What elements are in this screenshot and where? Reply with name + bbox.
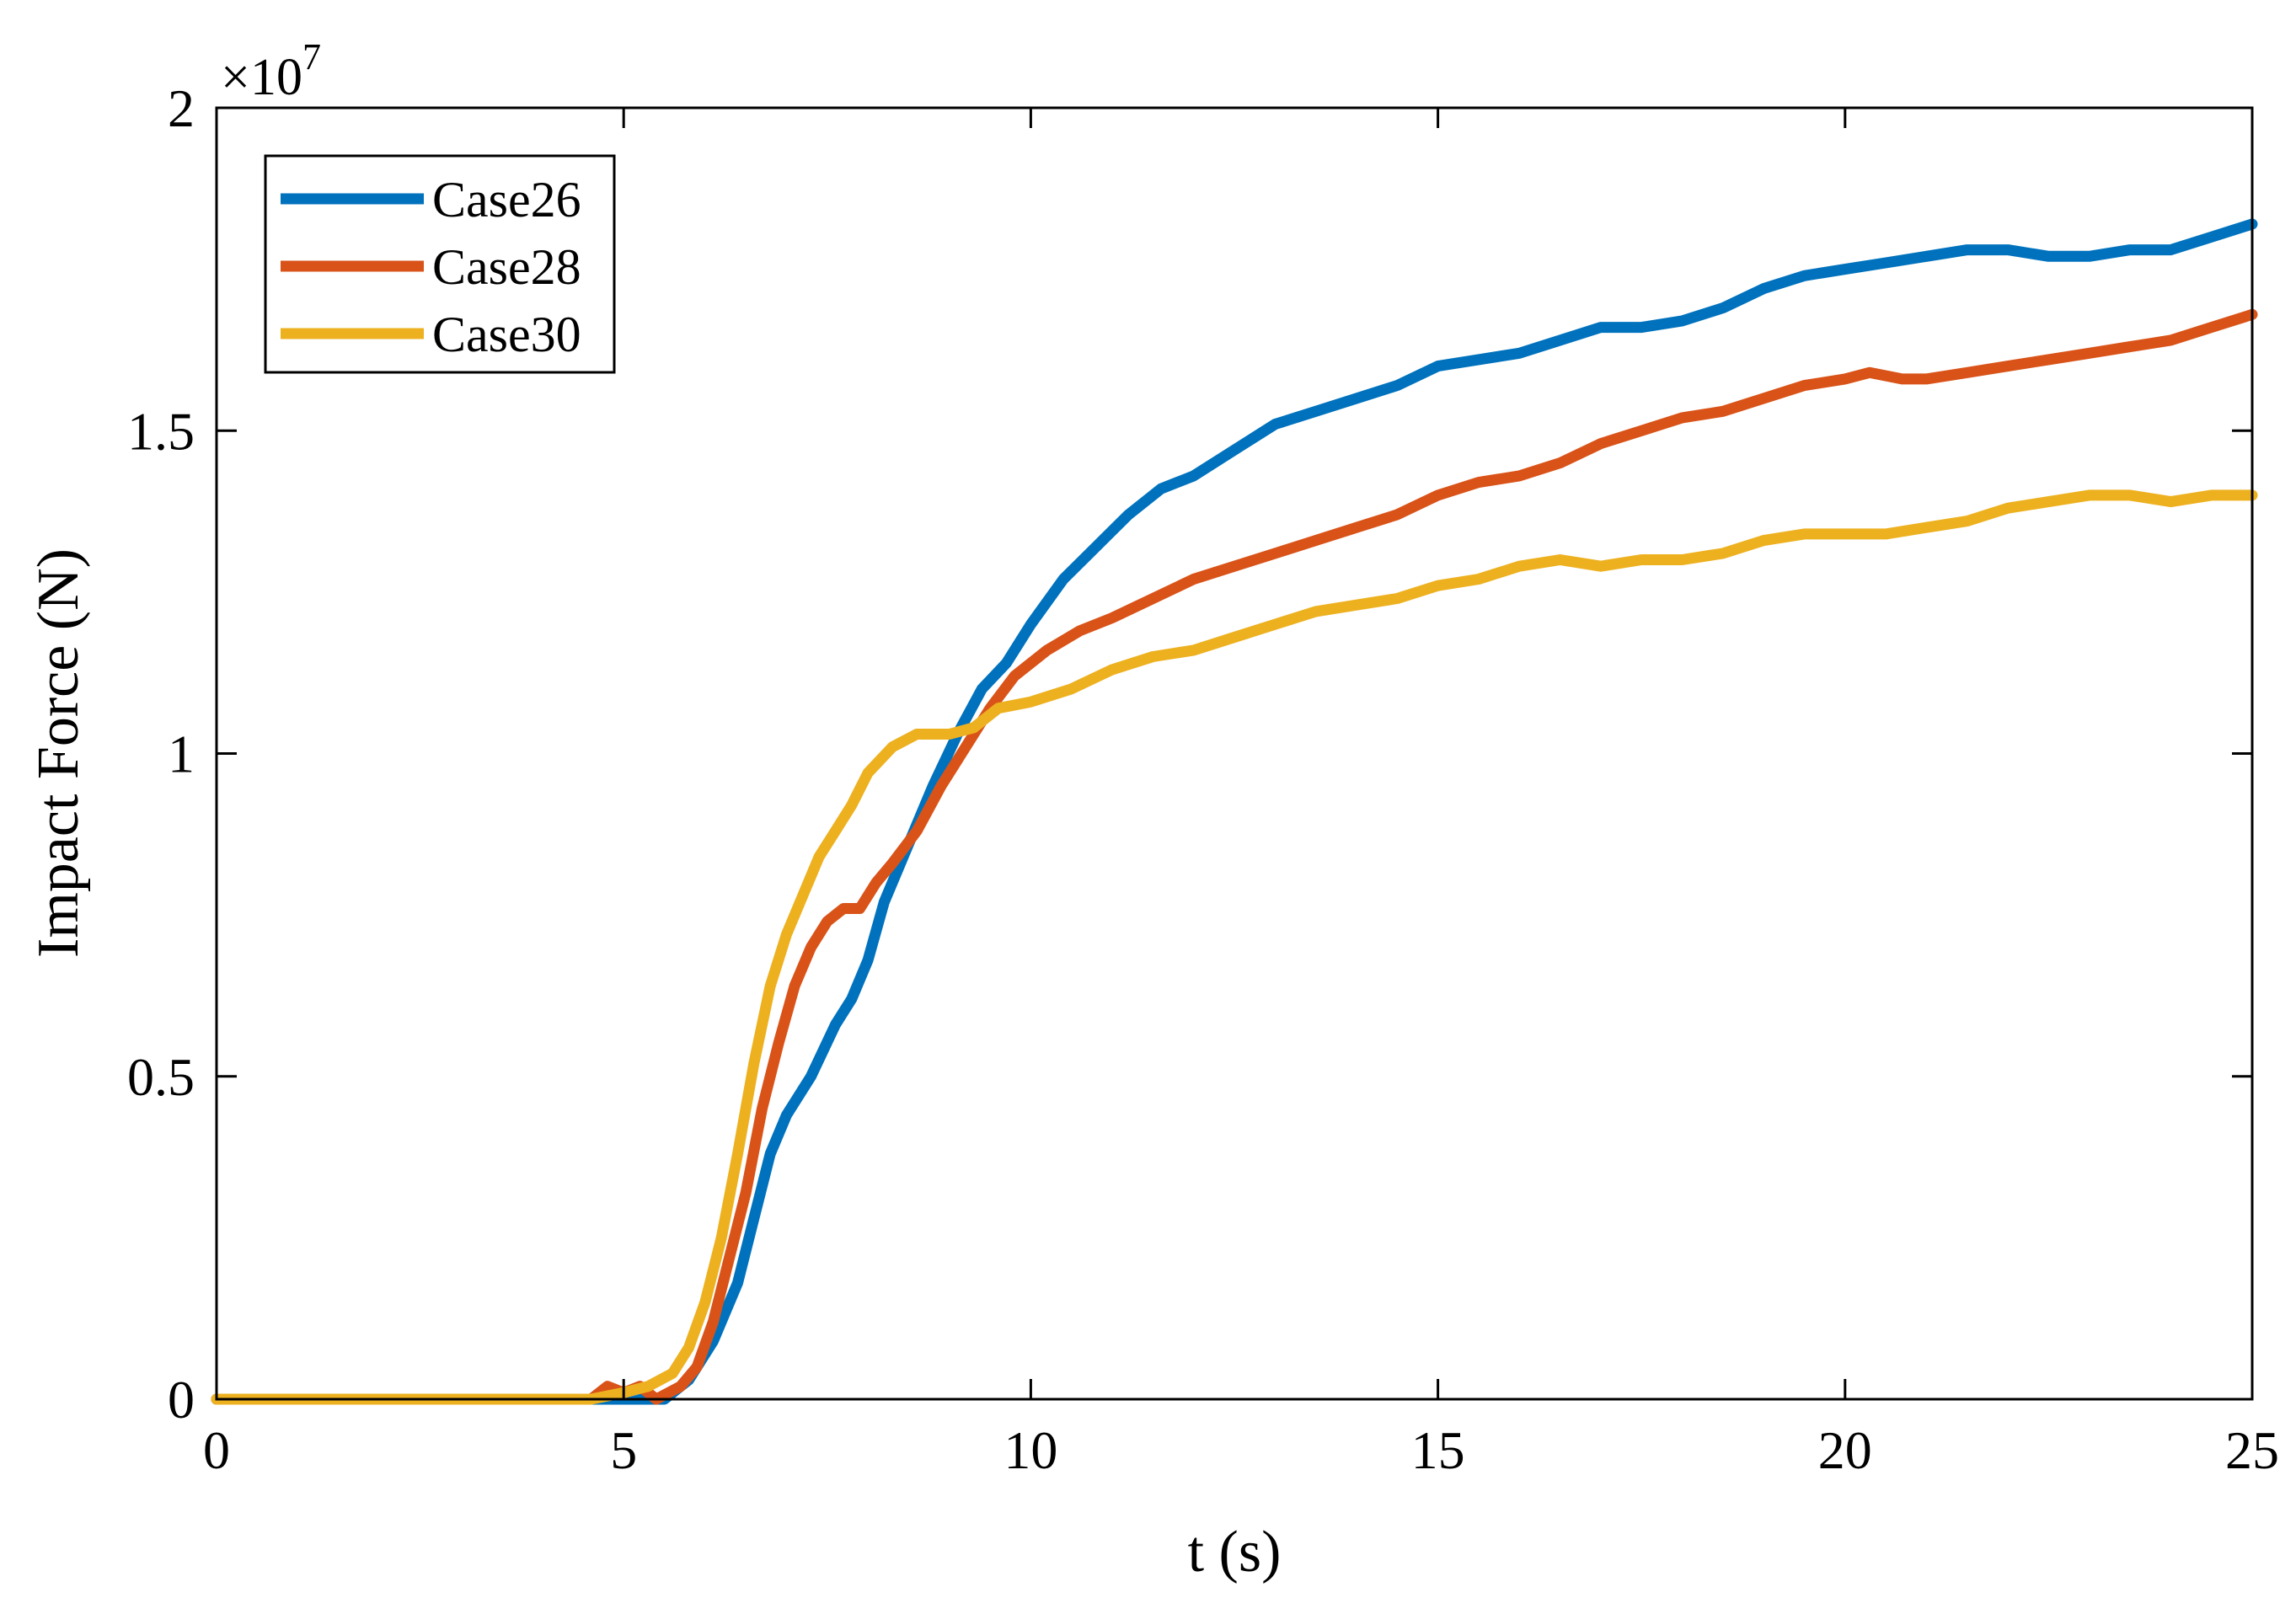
- x-tick-label: 0: [203, 1420, 230, 1480]
- legend: Case26 Case28 Case30: [264, 154, 616, 374]
- legend-label-case26: Case26: [432, 172, 581, 227]
- y-tick-label: 2: [168, 78, 195, 138]
- y-axis-label: Impact Force (N): [26, 548, 91, 958]
- series-layer: [211, 218, 2258, 1405]
- plot-frame: [215, 106, 2254, 1401]
- x-tick-label: 5: [610, 1420, 637, 1480]
- y-tick-label: 1: [168, 724, 195, 784]
- legend-entries: Case26 Case28 Case30: [281, 172, 581, 362]
- legend-label-case28: Case28: [432, 239, 581, 295]
- x-tick-label: 20: [1818, 1420, 1872, 1480]
- series-line-case30: [211, 489, 2258, 1405]
- x-tick-label: 10: [1003, 1420, 1057, 1480]
- x-axis-label: t (s): [1188, 1520, 1282, 1585]
- series-line-case26: [211, 218, 2258, 1405]
- x-tick-label: 25: [2225, 1420, 2279, 1480]
- y-tick-label: 0.5: [127, 1047, 195, 1107]
- x-tick-label: 15: [1411, 1420, 1465, 1480]
- y-tick-label: 1.5: [127, 401, 195, 461]
- legend-label-case30: Case30: [432, 307, 581, 362]
- y-tick-label: 0: [168, 1370, 195, 1430]
- y-exponent-label: ×107: [221, 36, 321, 106]
- y-tick-labels: 0 0.5 1 1.5 2: [127, 78, 195, 1430]
- x-tick-labels: 0 5 10 15 20 25: [203, 1420, 2279, 1480]
- series-line-case28: [211, 308, 2258, 1405]
